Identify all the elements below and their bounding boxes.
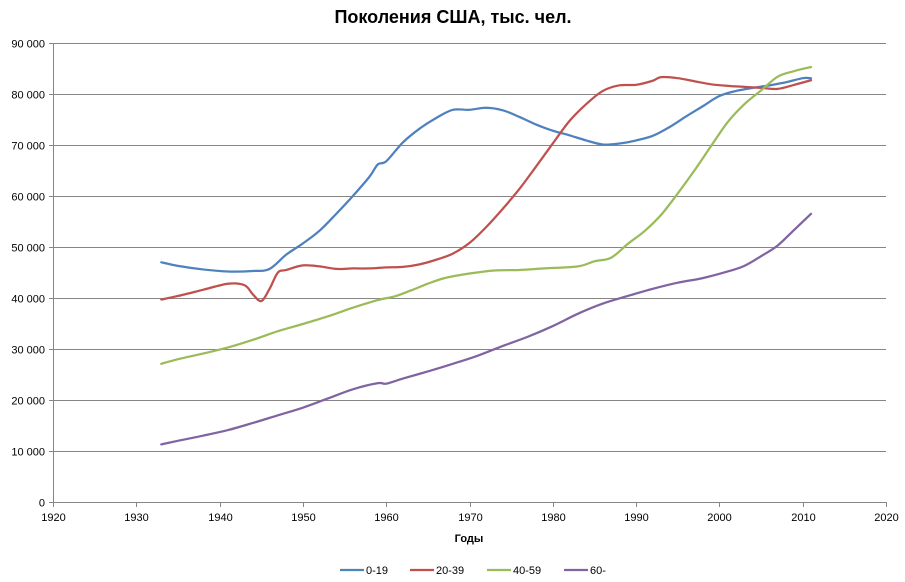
legend: 0-19 20-39 40-59 60- (340, 565, 606, 577)
y-tick-label: 20 000 (11, 396, 45, 408)
y-tick-label: 40 000 (11, 294, 45, 306)
legend-item: 40-59 (487, 565, 541, 577)
x-axis-title: Годы (455, 533, 484, 545)
series-lines (160, 65, 813, 446)
x-tick-label: 1960 (374, 512, 398, 524)
x-tick-label: 1970 (458, 512, 482, 524)
y-tick-label: 50 000 (11, 243, 45, 255)
x-axis-ticks: 1920 1930 1940 1950 1960 1970 1980 1990 2000 2010… (41, 502, 899, 524)
legend-item: 20-39 (410, 565, 464, 577)
legend-item: 0-19 (340, 565, 388, 577)
legend-label: 60- (590, 565, 606, 577)
x-tick-label: 1950 (291, 512, 315, 524)
series-line-40-59 (160, 65, 813, 365)
axes (53, 43, 886, 503)
y-tick-label: 0 (39, 498, 45, 510)
x-tick-label: 2000 (707, 512, 731, 524)
x-tick-label: 1940 (208, 512, 232, 524)
x-tick-label: 1980 (541, 512, 565, 524)
y-tick-label: 30 000 (11, 345, 45, 357)
legend-item: 60- (564, 565, 606, 577)
x-tick-label: 1990 (624, 512, 648, 524)
y-axis-ticks: 0 10 000 20 000 30 000 40 000 50 000 60 000 70 … (11, 39, 53, 510)
y-tick-label: 80 000 (11, 90, 45, 102)
grid-lines (53, 43, 886, 452)
x-tick-label: 1920 (41, 512, 65, 524)
y-tick-label: 70 000 (11, 141, 45, 153)
series-line-60- (160, 212, 813, 446)
series-line-0-19 (160, 76, 813, 273)
x-tick-label: 2010 (791, 512, 815, 524)
series-line-20-39 (160, 75, 813, 303)
y-tick-label: 60 000 (11, 192, 45, 204)
y-tick-label: 90 000 (11, 39, 45, 51)
legend-label: 20-39 (436, 565, 464, 577)
chart-title: Поколения США, тыс. чел. (334, 7, 571, 27)
legend-label: 40-59 (513, 565, 541, 577)
legend-label: 0-19 (366, 565, 388, 577)
x-tick-label: 2020 (874, 512, 898, 524)
y-tick-label: 10 000 (11, 447, 45, 459)
x-tick-label: 1930 (124, 512, 148, 524)
